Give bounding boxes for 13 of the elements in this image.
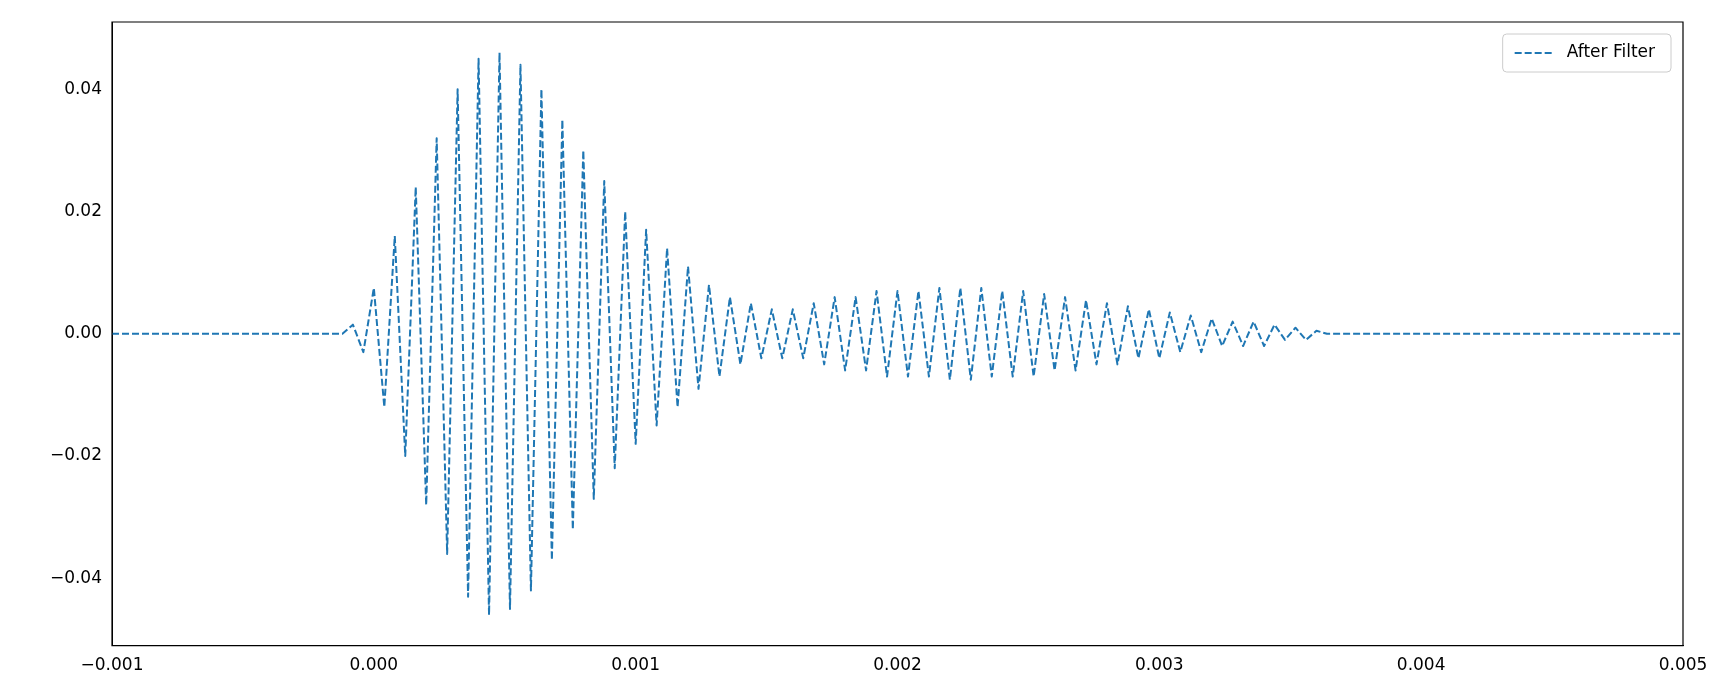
y-tick-label: 0.04 bbox=[64, 77, 102, 98]
y-tick-label: −0.02 bbox=[49, 444, 102, 465]
y-tick-label: 0.00 bbox=[64, 322, 102, 343]
x-tick-label: −0.001 bbox=[80, 654, 144, 675]
x-tick-label: 0.001 bbox=[611, 654, 660, 675]
y-tick-label: 0.02 bbox=[64, 199, 102, 220]
x-tick-label: 0.000 bbox=[349, 654, 399, 675]
x-tick-label: 0.002 bbox=[873, 654, 922, 675]
legend-label: After Filter bbox=[1566, 41, 1656, 62]
x-tick-label: 0.005 bbox=[1658, 654, 1708, 675]
x-tick-label: 0.004 bbox=[1396, 654, 1446, 675]
y-tick-label: −0.04 bbox=[49, 566, 102, 587]
x-tick-label: 0.003 bbox=[1135, 654, 1184, 675]
